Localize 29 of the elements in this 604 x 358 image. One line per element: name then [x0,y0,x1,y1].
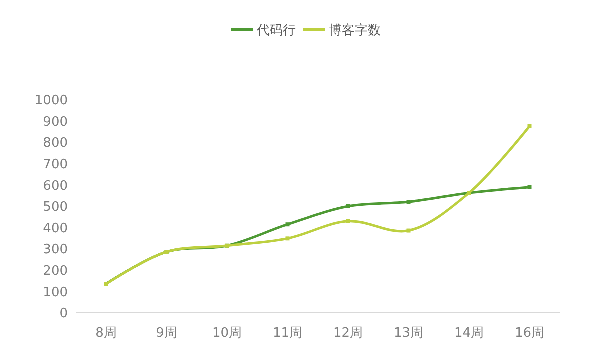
y-tick-label: 800 [43,136,68,152]
y-tick-label: 600 [43,178,68,194]
y-tick-label: 200 [43,264,68,279]
point [406,200,411,204]
y-tick-label: 900 [43,114,68,130]
point [346,204,350,208]
x-tick-label: 11周 [272,326,303,341]
x-tick-label: 9周 [156,326,178,341]
y-tick-label: 500 [43,200,68,216]
x-tick-label: 16周 [514,326,545,341]
y-tick-label: 0 [60,306,68,322]
y-tick-label: 1000 [34,94,68,109]
point [286,222,290,227]
y-tick-label: 400 [43,221,68,236]
x-tick-label: 12周 [333,326,364,341]
x-tick-label: 14周 [454,326,484,341]
y-tick-label: 100 [43,285,68,300]
y-tick-label: 300 [43,242,68,258]
point [528,124,532,128]
x-tick-label: 10周 [212,326,242,341]
point [528,185,532,190]
point [286,236,290,241]
legend-label: 博客字数 [329,22,381,39]
x-tick-label: 8周 [96,326,117,341]
y-tick-label: 700 [43,157,68,172]
point [406,228,411,233]
legend-label: 代码行 [256,24,296,39]
x-tick-label: 13周 [394,326,424,341]
point [346,219,350,224]
